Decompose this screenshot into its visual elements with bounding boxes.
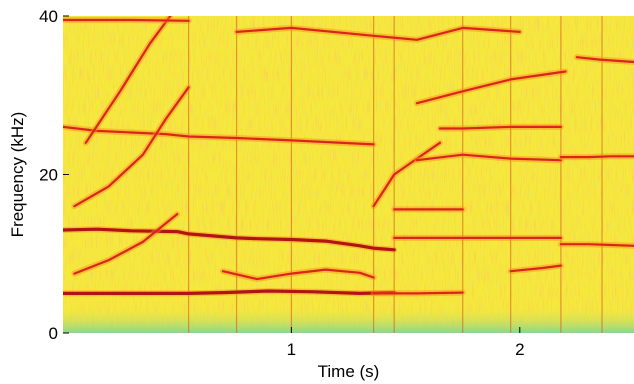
y-tick-label: 0 (49, 324, 58, 343)
harmonic-trace (73, 86, 190, 208)
harmonic-trace (575, 56, 634, 64)
x-axis-label: Time (s) (318, 362, 380, 381)
x-tick-label: 2 (515, 340, 524, 359)
y-axis-ticks: 0 20 40 (39, 7, 69, 343)
harmonic-trace (221, 268, 375, 281)
harmonic-trace (63, 289, 396, 295)
low-energy-texture (63, 16, 634, 333)
harmonic-trace (438, 125, 562, 130)
harmonic-trace (559, 155, 634, 159)
low-frequency-band (63, 305, 634, 333)
plot-area (63, 16, 634, 333)
harmonic-trace (63, 125, 375, 146)
harmonic-trace (372, 291, 464, 295)
segment-boundaries (188, 16, 603, 333)
x-tick-label: 1 (287, 340, 296, 359)
y-tick-label: 20 (39, 166, 58, 185)
harmonic-trace (84, 16, 172, 144)
y-axis-label: Frequency (kHz) (8, 112, 27, 238)
harmonic-trace (509, 264, 562, 273)
harmonic-trace (73, 213, 179, 275)
harmonic-trace (235, 26, 521, 41)
harmonic-traces (63, 16, 634, 297)
y-tick-label: 40 (39, 7, 58, 26)
harmonic-trace (63, 227, 396, 252)
harmonic-trace (372, 141, 441, 208)
harmonic-trace (63, 18, 190, 22)
harmonic-trace (415, 153, 562, 162)
harmonic-trace (559, 243, 634, 247)
harmonic-trace (415, 70, 567, 105)
